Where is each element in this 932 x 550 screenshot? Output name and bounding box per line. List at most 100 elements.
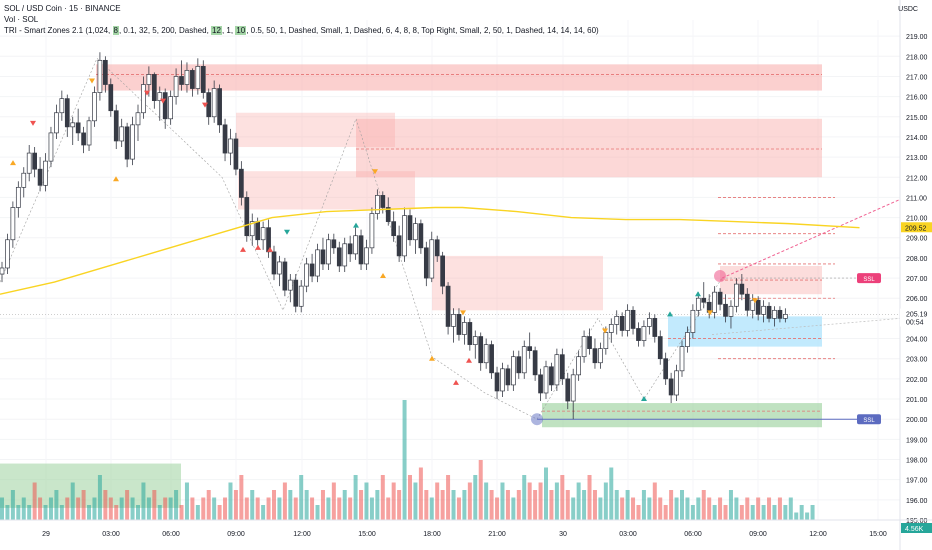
price-tick-label: 211.00 (906, 195, 927, 202)
candle-body (277, 261, 282, 275)
candle-body (391, 221, 397, 237)
volume-bar (97, 475, 102, 520)
candle-body (570, 374, 576, 402)
candle-body (440, 255, 445, 287)
candle-body (445, 285, 451, 327)
volume-bar (136, 505, 140, 520)
zone (238, 171, 415, 210)
candle-body (195, 66, 201, 89)
candle-body (92, 92, 97, 122)
candle-body (772, 309, 777, 319)
sell-signal-marker (284, 229, 290, 235)
volume-bar (282, 482, 287, 520)
volume-bar (320, 490, 325, 520)
volume-bar (81, 490, 86, 520)
candle-body (766, 305, 772, 319)
volume-bar (114, 505, 119, 520)
volume-bar (495, 497, 500, 520)
candle-body (298, 285, 304, 307)
candle-body (347, 243, 353, 255)
candle-body (565, 378, 571, 402)
time-tick-label: 15:00 (869, 531, 887, 538)
volume-bar (103, 490, 108, 520)
volume-bar (353, 475, 358, 520)
candle-body (712, 291, 717, 313)
time-tick-label: 09:00 (227, 531, 245, 538)
candle-body (456, 314, 462, 335)
volume-bar (250, 490, 255, 520)
price-tick-label: 217.00 (906, 74, 928, 81)
candle-body (336, 247, 342, 267)
candle-body (108, 84, 114, 112)
price-tick-label: 196.00 (906, 498, 928, 505)
candle-body (43, 160, 48, 186)
candle-body (630, 309, 636, 329)
candle-body (527, 346, 533, 351)
time-tick-label: 09:00 (749, 531, 767, 538)
candle-body (674, 370, 679, 396)
volume-bar (565, 490, 570, 520)
volume-bar (266, 497, 271, 520)
candle-body (239, 168, 244, 198)
volume-bar (348, 497, 353, 520)
volume-bar (315, 505, 320, 520)
volume-bar (554, 482, 559, 520)
volume-bar (533, 490, 538, 520)
price-tick-label: 201.00 (906, 397, 928, 404)
volume-bar (293, 497, 298, 520)
price-tick-label: 199.00 (906, 437, 928, 444)
sell-signal-marker (372, 169, 378, 175)
volume-bar (342, 490, 347, 520)
price-tick-label: 208.00 (906, 256, 928, 263)
volume-bar (174, 490, 179, 520)
volume-bar (516, 490, 521, 520)
candle-body (266, 227, 271, 253)
volume-bar (239, 475, 244, 520)
volume-bar (473, 475, 478, 520)
volume-bar (462, 490, 467, 520)
volume-bar (184, 482, 189, 520)
volume-bar (228, 482, 233, 520)
volume-bar (337, 497, 342, 520)
price-tick-label: 203.00 (906, 357, 928, 364)
time-tick-label: 03:00 (102, 531, 120, 538)
candle-body (228, 138, 233, 154)
candle-body (511, 356, 516, 386)
buy-signal-marker (240, 246, 246, 252)
volume-bar (571, 497, 576, 520)
price-tick-label: 219.00 (906, 34, 928, 41)
volume-bar (587, 475, 592, 520)
candle-body (668, 378, 674, 396)
volume-bar (712, 505, 717, 520)
legend: SOL / USD Coin · 15 · BINANCE Vol · SOL … (4, 3, 599, 36)
volume-tag (901, 523, 932, 533)
candle-body (598, 348, 603, 364)
sell-signal-marker (89, 78, 95, 84)
candle-body (402, 215, 407, 257)
volume-bar (397, 490, 402, 520)
candle-body (777, 309, 783, 319)
volume-bar (0, 497, 4, 520)
candle-body (407, 215, 413, 241)
moving-average (0, 206, 860, 295)
candle-body (603, 332, 609, 349)
candle-body (260, 227, 266, 241)
price-tick-label: 206.00 (906, 296, 928, 303)
time-tick-label: 29 (42, 531, 50, 538)
volume-bar (620, 497, 625, 520)
price-tick-label: 213.00 (906, 155, 928, 162)
volume-bar (772, 505, 777, 520)
candle-body (21, 172, 27, 188)
candle-body (151, 74, 157, 101)
volume-bar (647, 497, 652, 520)
candle-body (5, 239, 10, 269)
volume-bar (652, 482, 657, 520)
volume-bar (723, 505, 728, 520)
volume-bar (467, 482, 472, 520)
candle-body (244, 197, 250, 237)
time-tick-label: 03:00 (619, 531, 637, 538)
volume-bar (511, 497, 516, 520)
candle-body (119, 126, 125, 142)
time-tick-label: 12:00 (809, 531, 827, 538)
